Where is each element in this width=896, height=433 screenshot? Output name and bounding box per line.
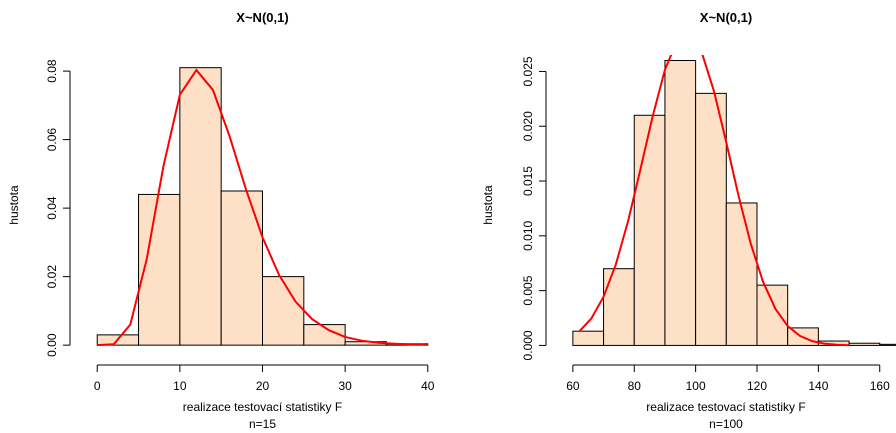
y-tick-label: 0.02 <box>45 265 59 289</box>
histogram-bar <box>572 330 605 346</box>
histogram-bar <box>220 190 263 346</box>
y-tick-label: 0.010 <box>521 220 535 250</box>
x-tick-label: 140 <box>808 379 828 393</box>
y-tick-label: 0.020 <box>521 111 535 141</box>
x-tick-label: 160 <box>870 379 890 393</box>
histogram-bar <box>695 92 727 346</box>
x-tick-label: 60 <box>566 379 580 393</box>
chart-title: X~N(0,1) <box>236 10 288 25</box>
y-tick-label: 0.04 <box>45 196 59 220</box>
y-tick-label: 0.000 <box>521 330 535 360</box>
histogram-bar <box>603 268 635 346</box>
y-tick-label: 0.00 <box>45 333 59 357</box>
histogram-bar <box>262 276 305 346</box>
y-tick-label: 0.025 <box>521 56 535 86</box>
x-axis-label: realizace testovací statistiky F <box>183 400 342 414</box>
curve-group <box>97 68 428 347</box>
histogram-bar <box>664 59 697 346</box>
y-tick-label: 0.08 <box>45 59 59 83</box>
x-tick-label: 40 <box>421 379 435 393</box>
x-tick-label: 80 <box>628 379 642 393</box>
subtitle: n=100 <box>709 417 743 431</box>
histogram-bar <box>633 114 666 346</box>
x-tick-label: 100 <box>686 379 706 393</box>
histogram-bar <box>879 343 896 346</box>
histogram-bar <box>756 284 789 346</box>
histogram-bar <box>179 67 222 346</box>
x-tick-label: 20 <box>256 379 270 393</box>
y-tick-label: 0.005 <box>521 275 535 305</box>
curve-group <box>578 55 850 347</box>
subtitle: n=15 <box>249 417 276 431</box>
y-tick-label: 0.015 <box>521 166 535 196</box>
y-axis-label: hustota <box>481 185 495 225</box>
x-tick-label: 120 <box>747 379 767 393</box>
chart-title: X~N(0,1) <box>700 10 752 25</box>
x-tick-label: 10 <box>173 379 187 393</box>
histogram-bar <box>725 202 758 346</box>
histogram-bar <box>303 324 346 346</box>
density-curve <box>578 55 850 347</box>
y-axis-label: hustota <box>7 185 21 225</box>
x-tick-label: 0 <box>94 379 101 393</box>
histogram-bar <box>848 342 881 346</box>
x-tick-label: 30 <box>338 379 352 393</box>
x-axis-label: realizace testovací statistiky F <box>646 400 805 414</box>
density-curve <box>97 68 428 347</box>
y-tick-label: 0.06 <box>45 128 59 152</box>
